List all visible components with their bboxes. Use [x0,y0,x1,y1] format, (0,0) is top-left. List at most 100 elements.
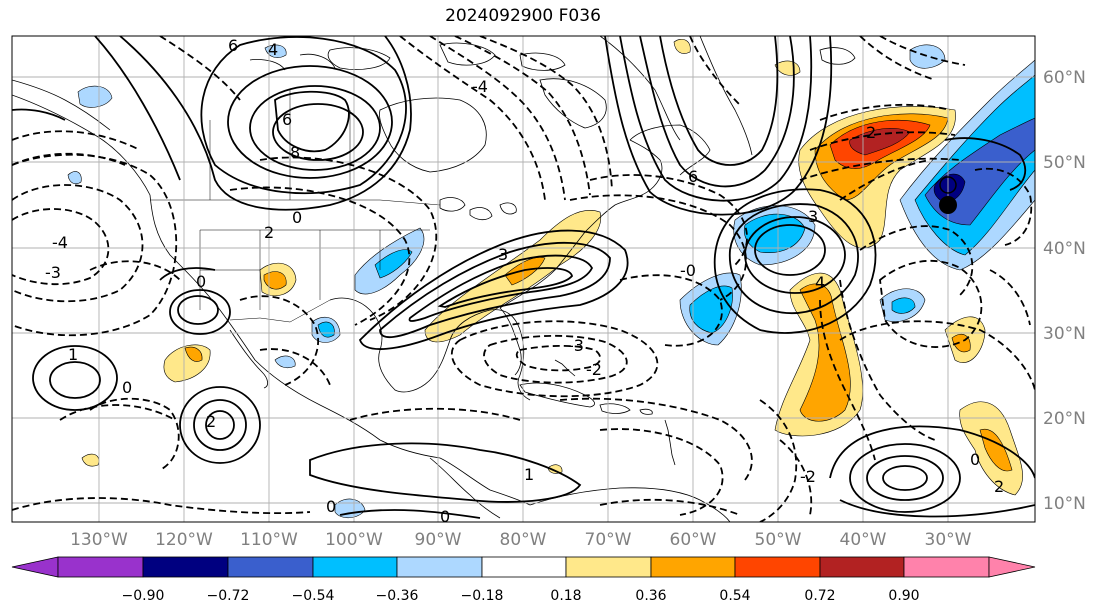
contour-east-tropics-3 [882,465,928,491]
contour-label: -2 [586,360,602,379]
positive-anomaly-caribbean [547,464,563,474]
contour-high-labrador-4 [659,36,779,166]
contour-high-labrador-2 [619,36,813,202]
canada-east-coast [629,124,711,176]
lat-tick-label: 40°N [1043,239,1086,259]
negative-anomaly-midatlantic-core [891,297,916,314]
colorbar-tick-label: 0.72 [804,588,835,604]
contour-caribbean-2 [339,509,481,519]
cuba [519,382,595,408]
contour-high-labrador-1 [639,36,795,188]
contour-neg-greenland-2 [859,36,936,81]
negative-anomaly-pacific [67,171,82,185]
longitude-tick-labels: 130°W 120°W 110°W 100°W 90°W 80°W 70°W 6… [70,530,972,550]
contour-neg-hudson-4 [479,36,613,191]
contour-neg-alaska-2 [12,152,126,166]
map-panel: 6 4 6 8 0 2 -4 -3 0 1 0 2 3 -3 -2 6 3 -0… [12,36,1035,522]
lon-tick-label: 50°W [755,530,802,550]
hispaniola [599,403,631,414]
contour-neg-caribbean-2 [559,397,753,481]
contour-high-west-canada-1 [272,103,364,161]
colorbar-bin [903,556,990,578]
contour-pacific-low-3 [179,386,261,464]
latitude-tick-labels: 60°N 50°N 40°N 30°N 20°N 10°N [1043,68,1086,514]
contour-label: -4 [52,233,68,252]
contour-label: 6 [688,167,698,186]
lat-tick-label: 30°N [1043,324,1086,344]
contour-neg-pacific-tropics-1 [89,397,180,471]
colorbar-bin [650,556,736,578]
negative-contours [12,36,1035,522]
map-frame [11,35,1036,523]
contour-label: -3 [45,263,61,282]
contour-label: -4 [472,77,488,96]
contour-neg-east-atlantic-3 [879,259,983,348]
contour-neg-far-east-1 [974,167,1033,246]
contour-neg-east-atlantic-5 [819,299,876,461]
contour-neg-central-pacific [89,260,181,281]
contour-label: 0 [122,378,132,397]
contour-label: 3 [498,245,508,264]
lon-tick-label: 80°W [500,530,547,550]
colorbar-bin [57,556,144,578]
contour-neg-east-atlantic-1 [839,159,931,201]
north-america-coastline [12,94,531,506]
contour-caribbean [309,442,582,503]
alaska-coast [12,79,111,131]
negative-anomaly-mexico-pacific [274,355,296,369]
colorbar-bin [819,556,905,578]
contour-neg-hudson-2 [429,36,566,201]
contour-neg-pacific-tropics-2 [59,404,176,421]
contour-neg-east-atlantic-2 [859,225,974,296]
lon-tick-label: 60°W [670,530,717,550]
contour-neg-atlantic-2 [569,194,747,301]
colorbar-tick-label: −0.18 [461,588,504,604]
positive-contours [12,36,1035,519]
greenland-coast [599,36,753,156]
contour-label: 2 [994,477,1004,496]
borders [150,90,441,323]
colorbar-bin [396,556,483,578]
iceland [819,47,856,65]
contour-neg-midwest-2 [229,186,411,326]
contour-labels: 6 4 6 8 0 2 -4 -3 0 1 0 2 3 -3 -2 6 3 -0… [45,36,1004,522]
contour-neg-east-atlantic-4 [839,320,1035,391]
puerto-rico [639,408,653,415]
contour-label: -3 [568,336,584,355]
contour-label: 2 [866,123,876,142]
contour-alaska [12,108,66,121]
lon-tick-label: 100°W [325,530,383,550]
contour-neg-tropics-east-2 [779,439,813,516]
colorbar-bin [312,556,398,578]
positive-anomaly-pacific-core [184,346,203,362]
contour-us-east-1 [358,229,629,350]
contour-low-central-atlantic-1 [754,224,826,276]
south-america-north [529,487,731,522]
contour-pacific-low-5 [205,410,235,440]
contour-neg-atlantic-3 [619,274,723,347]
contour-central-us [159,267,216,281]
contour-neg-iceland-3 [799,157,961,181]
contour-west-canada-inner [274,90,350,153]
contour-high-west-canada-4 [200,36,407,195]
contour-label: 0 [292,208,302,227]
contour-pacific-high-1 [169,289,231,335]
contour-neg-equatorial-2 [599,498,741,516]
contour-neg-tropics-east-1 [759,399,798,522]
contour-pacific-low-4 [193,399,247,451]
lesser-antilles [664,419,676,466]
colorbar-bin [565,556,652,578]
contour-label: 1 [524,465,534,484]
positive-anomaly-pacific-small [81,453,100,467]
lon-tick-label: 110°W [240,530,298,550]
positive-anomaly-peak [849,127,911,156]
contour-label: 0 [970,450,980,469]
lon-tick-label: 40°W [840,530,887,550]
contour-us-east-4 [437,267,573,308]
lon-tick-label: 90°W [415,530,462,550]
contour-label: 0 [326,497,336,516]
contour-label: -2 [800,467,816,486]
contour-high-labrador-3 [604,36,833,216]
colorbar-tick-label: 0.36 [635,588,666,604]
baffin-island [539,78,607,129]
